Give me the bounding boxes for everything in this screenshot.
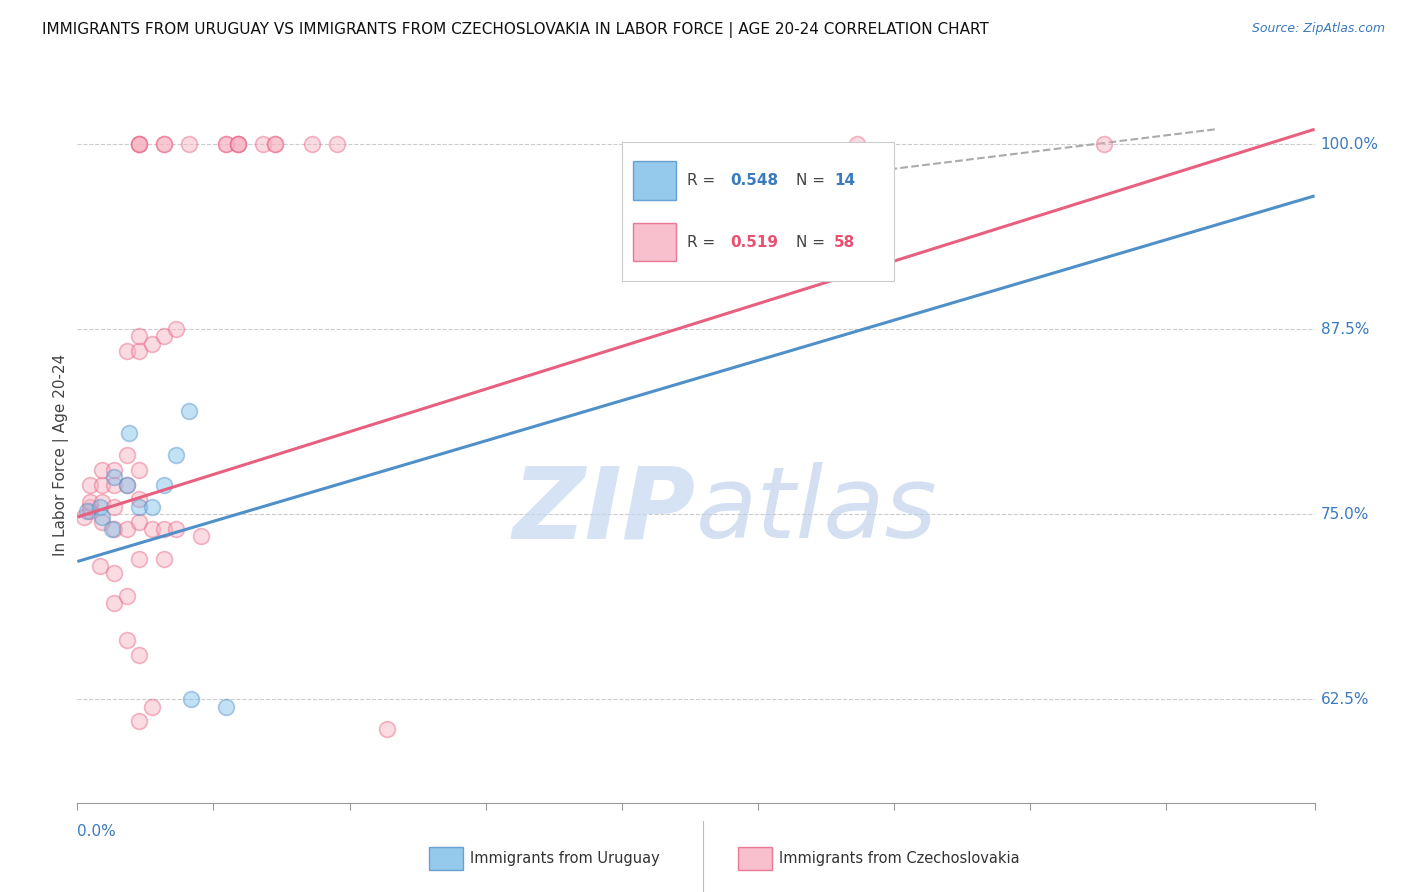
Bar [633, 161, 676, 201]
Text: Immigrants from Czechoslovakia: Immigrants from Czechoslovakia [779, 852, 1019, 866]
Point [103, 596, 125, 610]
Point [115, 522, 138, 536]
Point [89, 558, 111, 573]
Point [115, 632, 138, 647]
Point [141, 522, 163, 536]
Text: 87.5%: 87.5% [1320, 322, 1369, 336]
Point [76, 504, 98, 518]
Point [180, 692, 202, 706]
Point [115, 589, 138, 603]
Point [153, 136, 176, 151]
Point [190, 529, 212, 543]
Point [115, 477, 138, 491]
Point [215, 136, 238, 151]
Bar [633, 222, 676, 261]
Text: N =: N = [796, 173, 830, 188]
Point [128, 500, 150, 514]
Point [128, 648, 150, 662]
Point [103, 463, 125, 477]
Text: atlas: atlas [696, 462, 938, 559]
Text: 100.0%: 100.0% [1320, 136, 1379, 152]
Point [141, 337, 163, 351]
Text: 0.519: 0.519 [731, 235, 779, 250]
Point [165, 448, 187, 462]
Point [226, 136, 249, 151]
Point [128, 329, 150, 343]
Point [103, 522, 125, 536]
Text: 0.0%: 0.0% [77, 823, 117, 838]
Point [252, 136, 274, 151]
Point [128, 463, 150, 477]
Point [128, 136, 150, 151]
Point [103, 470, 125, 484]
Point [153, 329, 176, 343]
Point [128, 551, 150, 566]
Point [141, 699, 163, 714]
Point [153, 522, 176, 536]
Text: 0.548: 0.548 [731, 173, 779, 188]
Point [141, 500, 163, 514]
Text: R =: R = [688, 173, 720, 188]
Point [79, 504, 101, 518]
Point [89, 500, 111, 514]
Point [264, 136, 287, 151]
Point [101, 522, 124, 536]
Text: Immigrants from Uruguay: Immigrants from Uruguay [470, 852, 659, 866]
Point [91, 463, 114, 477]
Point [91, 477, 114, 491]
Text: 14: 14 [834, 173, 855, 188]
Text: R =: R = [688, 235, 720, 250]
Point [326, 136, 349, 151]
Text: 58: 58 [834, 235, 855, 250]
Point [103, 566, 125, 581]
Point [301, 136, 323, 151]
Point [103, 500, 125, 514]
Point [165, 322, 187, 336]
Point [215, 136, 238, 151]
Point [153, 136, 176, 151]
Point [128, 136, 150, 151]
Point [215, 699, 238, 714]
Point [91, 510, 114, 524]
Text: 75.0%: 75.0% [1320, 507, 1369, 522]
Point [153, 477, 176, 491]
Point [226, 136, 249, 151]
Point [264, 136, 287, 151]
Y-axis label: In Labor Force | Age 20-24: In Labor Force | Age 20-24 [53, 354, 69, 556]
Point [103, 477, 125, 491]
Point [91, 495, 114, 509]
Text: Source: ZipAtlas.com: Source: ZipAtlas.com [1251, 22, 1385, 36]
Point [128, 714, 150, 729]
Point [118, 425, 141, 440]
Text: N =: N = [796, 235, 830, 250]
Point [128, 515, 150, 529]
Point [177, 136, 200, 151]
Point [91, 515, 114, 529]
Point [115, 344, 138, 359]
Point [115, 477, 138, 491]
Point [226, 136, 249, 151]
Text: ZIP: ZIP [513, 462, 696, 559]
Point [128, 492, 150, 507]
Point [79, 500, 101, 514]
Text: IMMIGRANTS FROM URUGUAY VS IMMIGRANTS FROM CZECHOSLOVAKIA IN LABOR FORCE | AGE 2: IMMIGRANTS FROM URUGUAY VS IMMIGRANTS FR… [42, 22, 988, 38]
Point [153, 551, 176, 566]
Point [128, 136, 150, 151]
Point [845, 136, 868, 151]
Point [72, 510, 94, 524]
Point [375, 722, 398, 736]
Point [165, 522, 187, 536]
Point [177, 403, 200, 417]
Point [115, 448, 138, 462]
Point [1092, 136, 1115, 151]
Point [79, 495, 101, 509]
Point [128, 344, 150, 359]
Text: 62.5%: 62.5% [1320, 691, 1369, 706]
Point [79, 477, 101, 491]
